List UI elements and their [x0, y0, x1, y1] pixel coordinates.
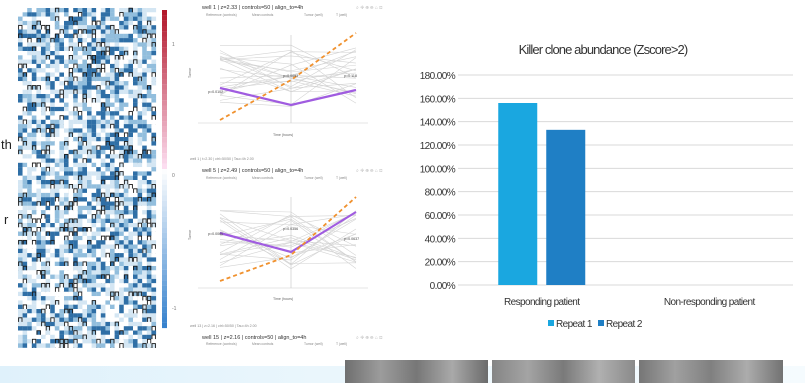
cut-text-1: th: [1, 137, 12, 152]
panel-2-legend-mean: Mean controls: [252, 176, 274, 180]
heatmap-cells: [18, 7, 157, 348]
panel-2-toolbar: ⌕ ✥ ⊕ ⊖ ⌂ ⊡: [356, 168, 382, 174]
chart-legend: Repeat 1 Repeat 2: [548, 319, 643, 330]
panel-1-annotation-1: p=0.0102: [208, 90, 223, 94]
panel-1-annotation-3: p=0.118: [344, 74, 357, 78]
micrograph-strip-1: [345, 360, 488, 383]
panel-3-title: well 15 | z=2.16 | controls=50 | align_t…: [201, 335, 306, 341]
micrograph-strip-2: [492, 360, 635, 383]
panel-1-orange-line: [219, 32, 357, 121]
panel-2-legend-t: T (well): [336, 176, 347, 180]
panel-3-caption: well 13 | z=2.16 | ctrl=50/50 | Tau=4h 2…: [190, 324, 257, 328]
y-tick-label: 20.00%: [425, 258, 456, 269]
panel-2-orange-line: [219, 196, 357, 282]
panel-3-legend-ref: Reference (controls): [206, 342, 237, 346]
y-tick-label: 100.00%: [420, 164, 456, 175]
heatmap-panel: 1 0 -1: [18, 7, 177, 348]
line-panel-1: well 1 | z=2.33 | controls=50 | align_to…: [188, 5, 382, 137]
x-tick-label: Non-responding patient: [664, 297, 756, 308]
y-tick-labels: 0.00% 20.00% 40.00% 60.00% 80.00% 100.00% 120.…: [420, 71, 457, 292]
cut-text-2: r: [4, 212, 9, 227]
panel-2-annotation-2: p=0.0356: [283, 227, 298, 231]
panel-3-toolbar: ⌕ ✥ ⊕ ⊖ ⌂ ⊡: [356, 335, 382, 341]
y-tick-label: 60.00%: [425, 211, 456, 222]
x-tick-label: Responding patient: [504, 297, 580, 308]
panel-2-caption: well 1 | t=2.30 | ctrl=50/50 | Tau=4h 2.…: [190, 157, 254, 161]
bar-repeat-2-0: [546, 129, 586, 285]
line-plot-panels: well 1 | z=2.33 | controls=50 | align_to…: [178, 0, 400, 348]
panel-2-purple-line: [219, 211, 357, 254]
colorbar-tick-1: 1: [172, 42, 175, 48]
panel-2-ylabel: Tumor: [188, 229, 192, 240]
panel-1-xlabel: Time (hours): [273, 133, 293, 137]
bar-repeat-1-0: [498, 103, 538, 285]
colorbar-tick-3: -1: [172, 306, 177, 312]
panel-1-legend-tumor: Tumor (well): [304, 13, 323, 17]
y-tick-label: 0.00%: [430, 281, 456, 292]
y-tick-label: 120.00%: [420, 141, 456, 152]
panel-2-annotation-1: p=0.0060: [208, 232, 223, 236]
panel-3-legend-t: T (well): [336, 342, 347, 346]
panel-1-legend-t: T (well): [336, 13, 347, 17]
legend-label: Repeat 1: [556, 319, 593, 330]
panel-1-legend-mean: Mean controls: [252, 13, 274, 17]
line-panel-3: well 15 | z=2.16 | controls=50 | align_t…: [201, 335, 382, 346]
y-tick-label: 180.00%: [420, 71, 456, 82]
panel-2-legend-ref: Reference (controls): [206, 176, 237, 180]
line-panel-2: well 5 | z=2.49 | controls=50 | align_to…: [188, 168, 382, 301]
y-tick-label: 80.00%: [425, 188, 456, 199]
panel-1-purple-line: [219, 86, 357, 107]
panel-3-legend-mean: Mean controls: [252, 342, 274, 346]
chart-title: Killer clone abundance (Zscore>2): [519, 42, 688, 57]
panel-2-xlabel: Time (hours): [273, 297, 293, 301]
bars: [498, 103, 586, 285]
panel-2-annotation-3: p=0.0637: [344, 237, 359, 241]
panel-2-title: well 5 | z=2.49 | controls=50 | align_to…: [201, 168, 303, 174]
x-tick-labels: Responding patient Non-responding patient: [504, 297, 756, 308]
panel-1-title: well 1 | z=2.33 | controls=50 | align_to…: [201, 5, 303, 11]
panel-1-annotation-2: p=0.0093: [283, 74, 298, 78]
y-tick-label: 140.00%: [420, 118, 456, 129]
bar-chart: Killer clone abundance (Zscore>2) 0.00% 2…: [420, 42, 793, 330]
legend-label: Repeat 2: [606, 319, 643, 330]
panel-1-toolbar: ⌕ ✥ ⊕ ⊖ ⌂ ⊡: [356, 5, 382, 11]
colorbar-tick-2: 0: [172, 173, 175, 179]
legend-swatch: [598, 320, 604, 326]
y-tick-label: 40.00%: [425, 234, 456, 245]
micrograph-strip-3: [639, 360, 783, 383]
legend-swatch: [548, 320, 554, 326]
heatmap-colorbar: [162, 10, 167, 329]
panel-2-legend-tumor: Tumor (well): [304, 176, 323, 180]
panel-1-legend-ref: Reference (controls): [206, 13, 237, 17]
y-tick-label: 160.00%: [420, 94, 456, 105]
panel-3-legend-tumor: Tumor (well): [304, 342, 323, 346]
panel-1-ylabel: Tumor: [188, 67, 192, 78]
